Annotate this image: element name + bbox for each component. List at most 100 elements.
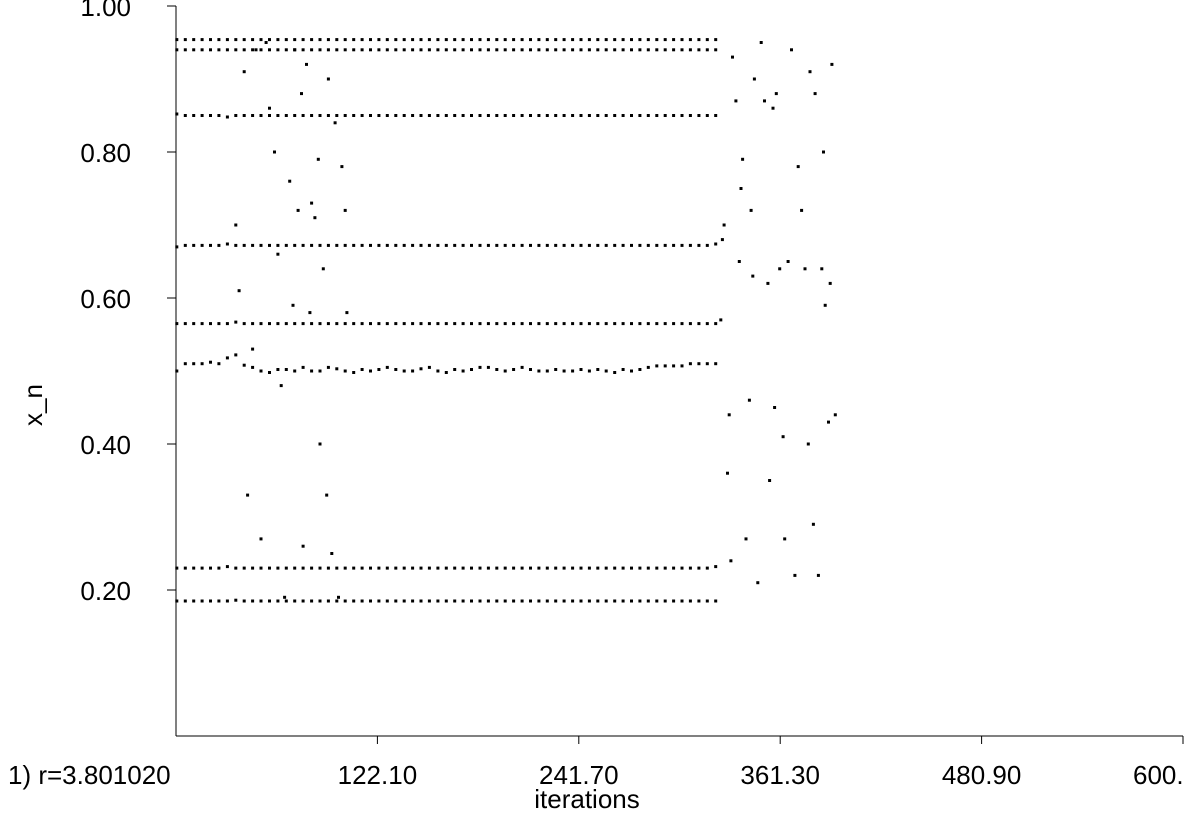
data-point — [613, 566, 617, 570]
data-point — [554, 322, 558, 326]
data-point — [537, 566, 541, 570]
data-point — [237, 289, 241, 293]
data-point — [242, 363, 246, 367]
data-point — [411, 566, 415, 570]
data-point — [461, 369, 465, 373]
data-point — [360, 114, 364, 117]
data-point — [427, 599, 431, 603]
data-point — [638, 322, 642, 326]
data-point — [545, 48, 549, 52]
data-point — [321, 267, 325, 271]
data-point — [537, 243, 541, 247]
data-point — [688, 48, 692, 52]
data-point — [209, 360, 212, 364]
data-point — [747, 398, 751, 402]
data-point — [486, 322, 490, 326]
data-point — [343, 566, 347, 570]
data-point — [326, 599, 330, 603]
data-point — [621, 322, 625, 326]
data-point — [655, 114, 659, 117]
data-point — [537, 599, 541, 603]
data-point — [352, 114, 356, 117]
data-point — [209, 599, 212, 603]
data-point — [571, 322, 575, 326]
data-point — [251, 243, 255, 247]
data-point — [369, 38, 372, 42]
data-point — [495, 114, 499, 117]
data-point — [680, 364, 684, 368]
data-point — [444, 322, 448, 326]
data-point — [646, 599, 650, 603]
data-point — [268, 566, 271, 570]
data-point — [688, 599, 692, 603]
data-point — [394, 566, 398, 570]
data-point — [545, 322, 549, 326]
data-point — [697, 566, 701, 570]
data-point — [293, 369, 297, 373]
data-point — [276, 243, 280, 247]
data-point — [663, 364, 667, 368]
data-point — [369, 243, 372, 247]
data-point — [175, 38, 179, 42]
data-point — [663, 599, 667, 603]
data-point — [242, 48, 246, 52]
data-point — [175, 369, 179, 373]
data-point — [293, 599, 297, 603]
data-point — [613, 114, 617, 117]
data-point — [293, 243, 297, 247]
data-point — [714, 322, 718, 326]
data-point — [352, 566, 356, 570]
data-point — [680, 566, 684, 570]
data-point — [251, 48, 255, 52]
data-point — [714, 565, 718, 569]
data-point — [385, 38, 389, 42]
y-tick-label: 1.00 — [80, 0, 131, 22]
data-point — [638, 114, 642, 117]
data-point — [411, 114, 415, 117]
data-point — [655, 322, 659, 326]
data-point — [436, 566, 440, 570]
data-point — [335, 566, 339, 570]
x-tick-label: 241.70 — [539, 760, 619, 790]
data-point — [385, 114, 389, 117]
data-point — [402, 369, 406, 373]
data-point — [562, 38, 566, 42]
data-point — [369, 48, 372, 52]
data-point — [596, 566, 600, 570]
data-point — [276, 322, 280, 326]
data-point — [192, 599, 196, 603]
data-point — [310, 114, 314, 117]
data-point — [596, 114, 600, 117]
data-point — [820, 267, 824, 271]
data-point — [310, 599, 314, 603]
data-point — [273, 150, 276, 154]
data-point — [478, 48, 482, 52]
data-point — [613, 243, 617, 247]
data-point — [811, 522, 815, 526]
data-point — [313, 216, 317, 220]
data-point — [705, 38, 709, 42]
data-point — [672, 364, 676, 368]
data-point — [301, 114, 305, 117]
y-ticks: 0.20 0.40 0.60 0.80 1.00 — [80, 0, 176, 606]
data-point — [529, 368, 532, 371]
data-point — [571, 599, 575, 603]
data-point — [360, 38, 364, 42]
data-point — [326, 48, 330, 52]
data-point — [343, 208, 347, 212]
data-point — [587, 322, 591, 326]
data-point — [579, 368, 583, 371]
data-point — [268, 48, 271, 52]
data-point — [411, 369, 415, 373]
data-point — [604, 322, 608, 326]
data-point — [200, 38, 204, 42]
data-point — [360, 243, 364, 247]
data-point — [739, 187, 743, 190]
data-point — [444, 114, 448, 117]
data-point — [596, 243, 600, 247]
data-point — [276, 38, 280, 42]
data-point — [301, 322, 305, 326]
data-point — [209, 566, 212, 570]
data-point — [697, 38, 701, 42]
